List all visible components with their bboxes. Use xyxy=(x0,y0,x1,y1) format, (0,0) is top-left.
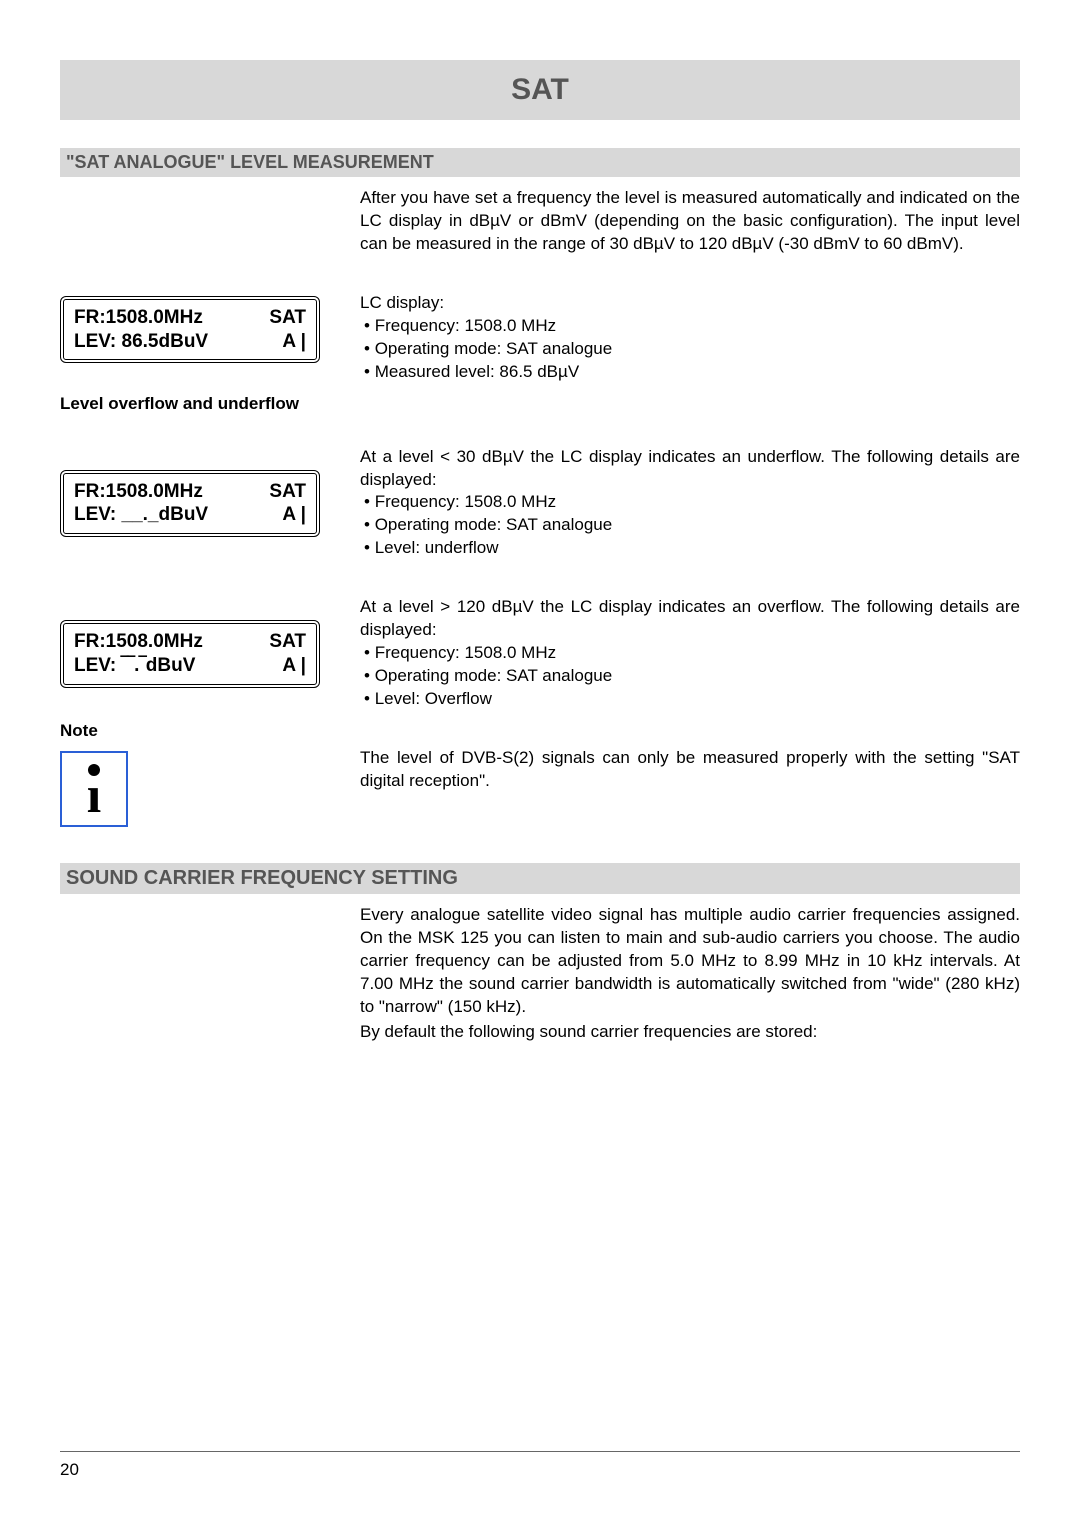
bullets-overflow: Frequency: 1508.0 MHz Operating mode: SA… xyxy=(360,642,1020,711)
overflow-underflow-heading: Level overflow and underflow xyxy=(60,394,1020,414)
lc-display-overflow: FR:1508.0MHz SAT LEV: ‾‾.‾dBuV A | xyxy=(60,620,320,688)
underflow-intro: At a level < 30 dBµV the LC display indi… xyxy=(360,446,1020,492)
bullet: Frequency: 1508.0 MHz xyxy=(360,491,1020,514)
page-footer: 20 xyxy=(60,1451,1020,1480)
sound-carrier-body2: By default the following sound carrier f… xyxy=(360,1021,1020,1044)
lc1-mode: SAT xyxy=(269,306,306,330)
bullet: Operating mode: SAT analogue xyxy=(360,514,1020,537)
page-number: 20 xyxy=(60,1460,79,1479)
bullet: Frequency: 1508.0 MHz xyxy=(360,315,1020,338)
note-text: The level of DVB-S(2) signals can only b… xyxy=(360,747,1020,793)
lc2-mode: SAT xyxy=(269,480,306,504)
bullets-underflow: Frequency: 1508.0 MHz Operating mode: SA… xyxy=(360,491,1020,560)
lc-display-underflow: FR:1508.0MHz SAT LEV: __._dBuV A | xyxy=(60,470,320,538)
lc1-lev: LEV: 86.5dBuV xyxy=(74,330,208,354)
info-icon: ı xyxy=(60,751,128,827)
section-heading-sat-analogue: "SAT ANALOGUE" LEVEL MEASUREMENT xyxy=(60,148,1020,177)
lc2-lev: LEV: __._dBuV xyxy=(74,503,208,527)
section-heading-sound-carrier: SOUND CARRIER FREQUENCY SETTING xyxy=(60,863,1020,894)
bullet: Frequency: 1508.0 MHz xyxy=(360,642,1020,665)
lc-display-normal: FR:1508.0MHz SAT LEV: 86.5dBuV A | xyxy=(60,296,320,364)
lc1-sub: A | xyxy=(282,330,306,354)
lc2-fr: FR:1508.0MHz xyxy=(74,480,203,504)
note-label: Note xyxy=(60,721,1020,741)
lc1-fr: FR:1508.0MHz xyxy=(74,306,203,330)
lc2-sub: A | xyxy=(282,503,306,527)
bullet: Level: Overflow xyxy=(360,688,1020,711)
lc-label: LC display: xyxy=(360,292,1020,315)
page-header: SAT xyxy=(60,60,1020,120)
overflow-intro: At a level > 120 dBµV the LC display ind… xyxy=(360,596,1020,642)
bullet: Level: underflow xyxy=(360,537,1020,560)
lc3-mode: SAT xyxy=(269,630,306,654)
sound-carrier-body: Every analogue satellite video signal ha… xyxy=(360,904,1020,1019)
lc3-fr: FR:1508.0MHz xyxy=(74,630,203,654)
page-title: SAT xyxy=(511,73,569,107)
bullet: Measured level: 86.5 dBµV xyxy=(360,361,1020,384)
lc3-lev: LEV: ‾‾.‾dBuV xyxy=(74,654,195,678)
intro-paragraph: After you have set a frequency the level… xyxy=(360,187,1020,256)
bullet: Operating mode: SAT analogue xyxy=(360,665,1020,688)
bullet: Operating mode: SAT analogue xyxy=(360,338,1020,361)
bullets-normal: Frequency: 1508.0 MHz Operating mode: SA… xyxy=(360,315,1020,384)
lc3-sub: A | xyxy=(282,654,306,678)
